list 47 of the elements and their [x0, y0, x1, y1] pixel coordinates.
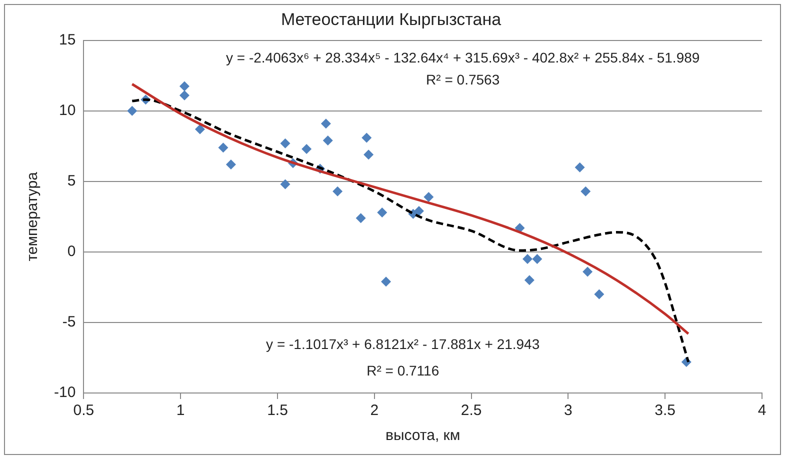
x-tick-label: 4: [758, 402, 766, 420]
point: [127, 106, 138, 116]
point: [524, 275, 534, 286]
y-tick-label: -10: [54, 384, 76, 402]
point: [377, 207, 388, 218]
point: [424, 192, 434, 202]
annotation: R² = 0.7116: [366, 362, 440, 379]
x-tick-label: 0.5: [73, 402, 94, 420]
point: [356, 213, 366, 224]
annotation: R² = 0.7563: [426, 71, 500, 88]
x-axis-title: высота, км: [385, 427, 460, 444]
point: [414, 206, 424, 216]
y-tick-label: -5: [62, 314, 76, 331]
point: [532, 254, 542, 264]
x-tick-label: 3: [564, 402, 572, 420]
point: [218, 142, 228, 153]
point: [381, 276, 392, 287]
point: [226, 160, 236, 170]
y-axis-title: температура: [24, 171, 42, 262]
point: [574, 162, 585, 172]
y-tick-label: 0: [67, 243, 76, 260]
y-tick-label: 5: [67, 172, 76, 190]
point: [582, 266, 593, 277]
point: [362, 132, 372, 143]
point: [322, 136, 333, 146]
chart-title: Метеостанции Кыргызстана: [280, 10, 502, 29]
x-tick-label: 2.5: [460, 402, 482, 420]
point: [594, 289, 604, 300]
point: [302, 144, 312, 154]
annotation: y = -1.1017x³ + 6.8121x² - 17.881x + 21.943: [266, 336, 540, 352]
annotation: y = -2.4063x⁶ + 28.334x⁵ - 132.64x⁴ + 315.69x³ - 402.8x² + 255.84x - 51.989: [226, 49, 700, 66]
point: [320, 118, 331, 129]
x-tick-label: 1: [176, 402, 185, 420]
point: [179, 90, 190, 100]
point: [364, 150, 374, 160]
y-tick-label: 10: [58, 102, 76, 120]
point: [280, 179, 290, 190]
y-tick-label: 15: [58, 32, 76, 49]
x-tick-label: 2: [370, 402, 379, 420]
point: [580, 186, 591, 196]
point: [522, 254, 532, 264]
point: [179, 81, 190, 92]
point: [194, 124, 205, 134]
x-tick-label: 3.5: [654, 402, 676, 420]
x-tick-label: 1.5: [267, 402, 288, 420]
point: [332, 186, 343, 196]
point: [280, 138, 290, 148]
